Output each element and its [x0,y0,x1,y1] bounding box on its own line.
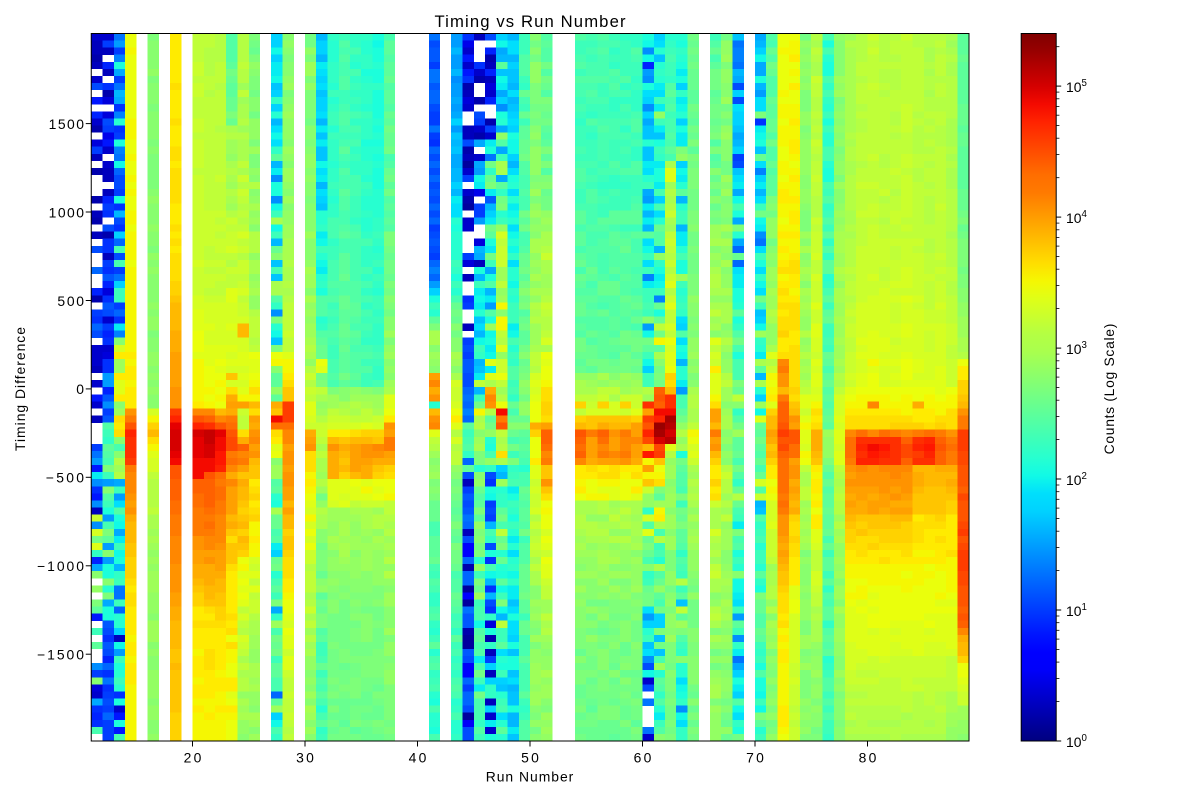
svg-text:20: 20 [184,750,202,766]
svg-text:−1500: −1500 [37,647,84,663]
svg-text:Run Number: Run Number [486,769,574,785]
svg-text:500: 500 [57,293,84,309]
svg-text:Timing Difference: Timing Difference [12,327,28,451]
svg-text:30: 30 [296,750,314,766]
svg-text:−1000: −1000 [37,558,84,574]
svg-text:0: 0 [76,381,84,397]
svg-text:60: 60 [634,750,652,766]
svg-text:70: 70 [746,750,764,766]
svg-text:1500: 1500 [49,116,85,132]
svg-text:80: 80 [859,750,877,766]
svg-text:50: 50 [521,750,539,766]
svg-text:Timing vs Run Number: Timing vs Run Number [435,12,626,31]
svg-text:1000: 1000 [49,204,85,220]
svg-text:Counts (Log Scale): Counts (Log Scale) [1101,324,1117,455]
svg-text:40: 40 [409,750,427,766]
